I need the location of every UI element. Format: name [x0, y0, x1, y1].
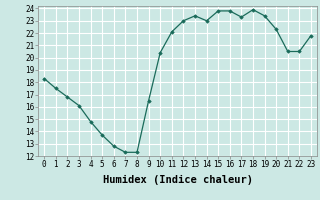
X-axis label: Humidex (Indice chaleur): Humidex (Indice chaleur) [103, 175, 252, 185]
